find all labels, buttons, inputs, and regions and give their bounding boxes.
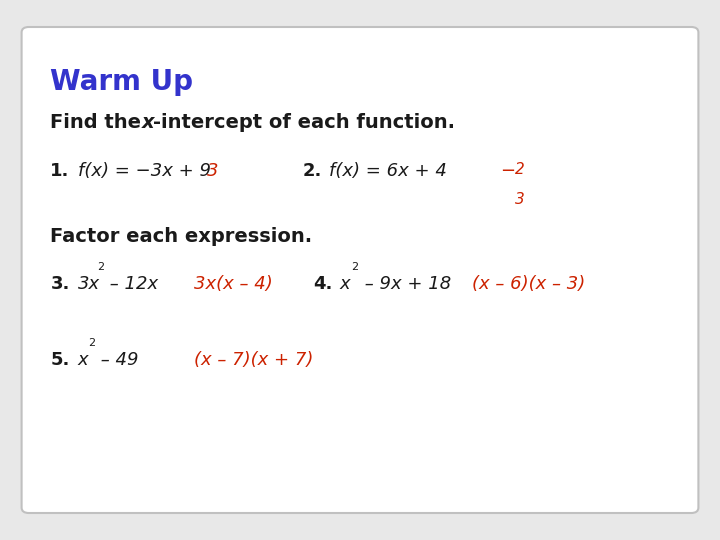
Text: f(x) = −3x + 9: f(x) = −3x + 9: [78, 162, 211, 180]
Text: 3: 3: [207, 162, 219, 180]
Text: 3x(x – 4): 3x(x – 4): [194, 275, 273, 293]
Text: 3x: 3x: [78, 275, 100, 293]
Text: 2: 2: [351, 262, 359, 272]
Text: 3: 3: [515, 192, 525, 207]
Text: Warm Up: Warm Up: [50, 68, 194, 96]
Text: 2.: 2.: [302, 162, 322, 180]
Text: Find the: Find the: [50, 113, 148, 132]
Text: 2: 2: [88, 338, 95, 348]
Text: f(x) = 6x + 4: f(x) = 6x + 4: [329, 162, 447, 180]
Text: x: x: [340, 275, 351, 293]
Text: 3.: 3.: [50, 275, 70, 293]
Text: −: −: [500, 162, 516, 180]
Text: 5.: 5.: [50, 351, 70, 369]
Text: – 9x + 18: – 9x + 18: [359, 275, 451, 293]
Text: -intercept of each function.: -intercept of each function.: [153, 113, 455, 132]
Text: (x – 6)(x – 3): (x – 6)(x – 3): [472, 275, 585, 293]
Text: 1.: 1.: [50, 162, 70, 180]
Text: – 49: – 49: [95, 351, 138, 369]
Text: 2: 2: [515, 162, 525, 177]
Text: x: x: [78, 351, 89, 369]
Text: (x – 7)(x + 7): (x – 7)(x + 7): [194, 351, 314, 369]
Text: 2: 2: [97, 262, 104, 272]
Text: 4.: 4.: [313, 275, 333, 293]
Text: x: x: [142, 113, 155, 132]
Text: Factor each expression.: Factor each expression.: [50, 227, 312, 246]
Text: – 12x: – 12x: [104, 275, 158, 293]
